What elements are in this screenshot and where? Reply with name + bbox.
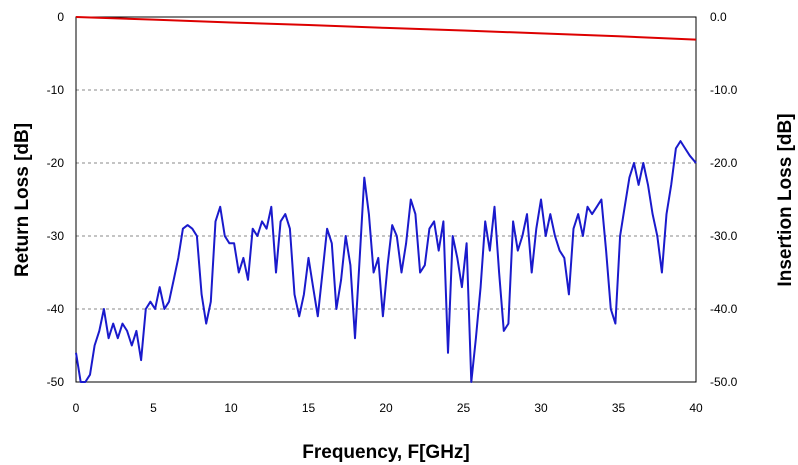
y-tick-label-right: -50.0 <box>710 375 738 389</box>
x-tick-label: 25 <box>457 401 471 415</box>
y-tick-label-left: -20 <box>47 156 65 170</box>
x-tick-label: 10 <box>224 401 238 415</box>
x-tick-label: 40 <box>689 401 703 415</box>
y-tick-label-right: -40.0 <box>710 302 738 316</box>
x-tick-label: 35 <box>612 401 626 415</box>
y-axis-title-left: Return Loss [dB] <box>12 123 33 277</box>
y-ticks-right: 0.0 -10.0 -20.0 -30.0 -40.0 -50.0 <box>710 10 738 389</box>
y-tick-label-right: -30.0 <box>710 229 738 243</box>
x-axis-title: Frequency, F[GHz] <box>302 442 470 463</box>
y-axis-title-right: Insertion Loss [dB] <box>775 113 796 286</box>
x-tick-label: 20 <box>379 401 393 415</box>
y-tick-label-left: -40 <box>47 302 65 316</box>
series-line-insertion-loss <box>75 16 697 41</box>
gridlines <box>76 89 696 310</box>
series-line-return-loss <box>75 140 697 383</box>
x-ticks: 0 5 10 15 20 25 30 35 40 <box>73 401 703 415</box>
y-tick-label-right: 0.0 <box>710 10 727 24</box>
y-tick-label-right: -10.0 <box>710 83 738 97</box>
y-tick-label-left: -10 <box>47 83 65 97</box>
x-tick-label: 0 <box>73 401 80 415</box>
series-layer <box>75 16 697 383</box>
plot-frame <box>75 16 697 383</box>
x-tick-label: 5 <box>150 401 157 415</box>
y-tick-label-right: -20.0 <box>710 156 738 170</box>
y-tick-label-left: -30 <box>47 229 65 243</box>
x-tick-label: 30 <box>534 401 548 415</box>
x-tick-label: 15 <box>302 401 316 415</box>
y-tick-label-left: -50 <box>47 375 65 389</box>
y-tick-label-left: 0 <box>57 10 64 24</box>
y-ticks-left: 0 -10 -20 -30 -40 -50 <box>47 10 65 389</box>
